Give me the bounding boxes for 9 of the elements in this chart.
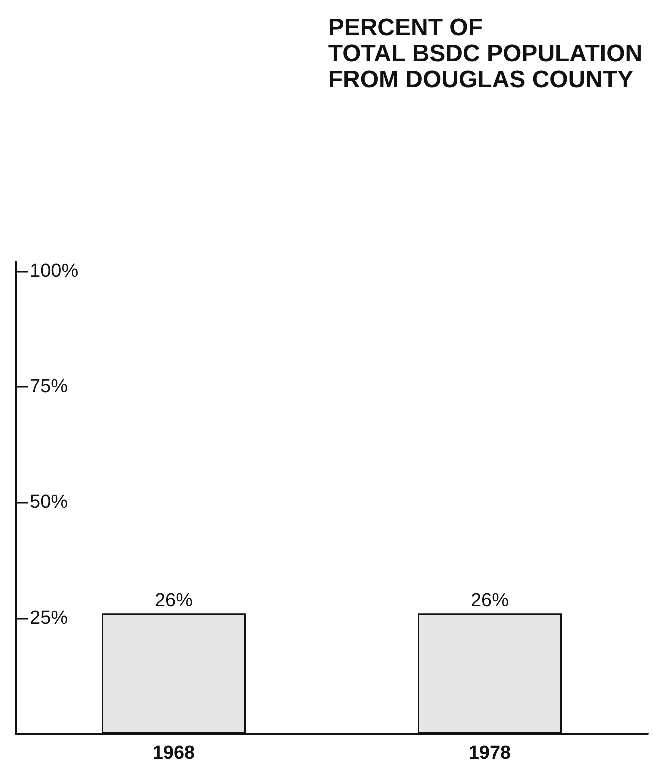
y-tick-label: 25% [30, 608, 68, 629]
chart-title: PERCENT OF TOTAL BSDC POPULATION FROM DOUGLAS COUNTY [328, 14, 643, 94]
data-label: 26% [154, 590, 194, 612]
data-label: 26% [470, 590, 510, 612]
x-tick-label: 1968 [152, 743, 196, 764]
y-tick-label: 75% [30, 376, 68, 398]
x-tick-label: 1978 [468, 743, 512, 764]
y-tick-label: 50% [30, 492, 68, 514]
y-tick-label: 100% [30, 260, 79, 282]
